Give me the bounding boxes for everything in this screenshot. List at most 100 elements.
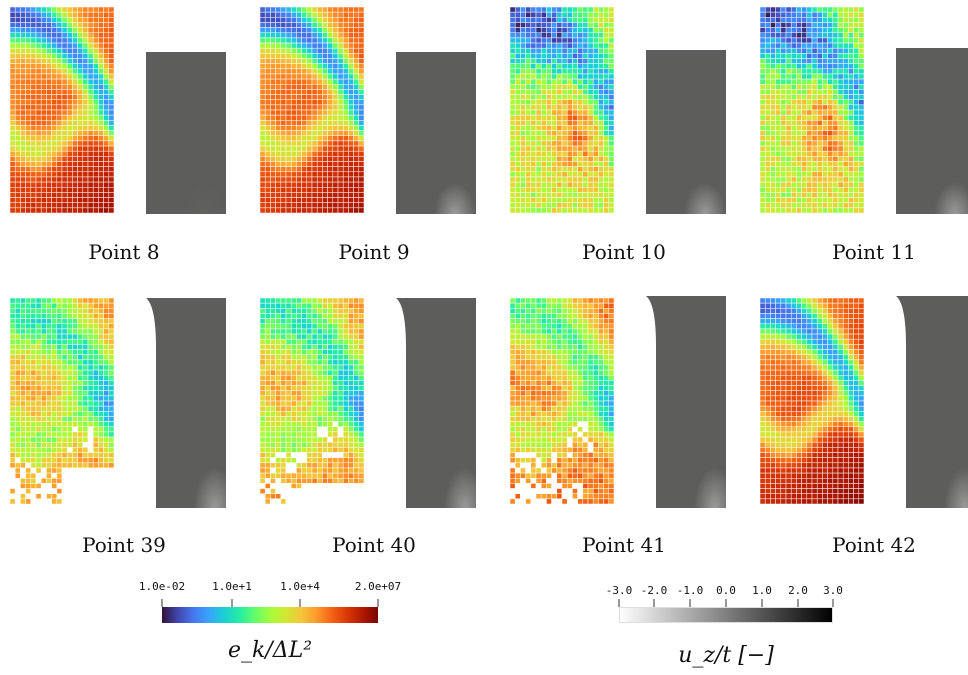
mesh-cell (270, 369, 276, 376)
mesh-cell (306, 125, 313, 131)
mesh-cell (35, 313, 42, 319)
mesh-cell (348, 467, 354, 474)
mesh-cell (337, 187, 344, 193)
mesh-cell (77, 171, 84, 178)
mesh-cell (796, 27, 802, 34)
mesh-cell (30, 58, 37, 64)
mesh-cell (20, 7, 26, 13)
mesh-cell (77, 416, 84, 422)
mesh-cell (56, 400, 63, 407)
mesh-cell (290, 140, 297, 147)
mesh-cell (327, 104, 334, 111)
mesh-cell (280, 483, 287, 489)
mesh-cell (332, 176, 339, 183)
mesh-cell (10, 313, 16, 319)
mesh-cell (775, 7, 782, 13)
mesh-cell (280, 380, 287, 386)
mesh-cell (61, 207, 68, 213)
mesh-cell (764, 109, 771, 116)
mesh-cell (535, 176, 542, 183)
mesh-cell (270, 385, 276, 391)
mesh-cell (306, 359, 313, 366)
mesh-cell (561, 109, 568, 116)
mesh-cell (290, 109, 297, 116)
mesh-cell (525, 145, 532, 152)
mesh-cell (358, 130, 364, 136)
mesh-cell (342, 120, 349, 126)
mesh-cell (290, 58, 297, 64)
mesh-cell (598, 73, 604, 80)
mesh-cell (556, 328, 563, 335)
mesh-cell (358, 17, 364, 23)
mesh-cell (61, 452, 68, 458)
mesh-cell (296, 58, 302, 64)
mesh-cell (561, 150, 568, 157)
mesh-cell (103, 114, 110, 121)
mesh-cell (290, 421, 297, 427)
mesh-cell (61, 333, 68, 340)
mesh-cell (20, 99, 26, 106)
mesh-cell (30, 120, 37, 126)
mesh-cell (848, 37, 854, 44)
mesh-cell (348, 89, 354, 95)
mesh-cell (20, 109, 26, 116)
mesh-cell (10, 318, 16, 325)
mesh-cell (306, 364, 313, 371)
mesh-cell (264, 385, 271, 391)
mesh-cell (358, 416, 364, 422)
mesh-cell (551, 145, 558, 152)
mesh-cell (20, 333, 26, 340)
mesh-cell (801, 73, 808, 80)
mesh-cell (40, 390, 47, 397)
mesh-cell (353, 467, 360, 474)
mesh-cell (608, 73, 614, 80)
mesh-cell (332, 452, 339, 458)
mesh-cell (98, 161, 104, 167)
mesh-cell (837, 161, 844, 167)
mesh-cell (811, 114, 818, 121)
mesh-cell (822, 125, 828, 131)
mesh-cell (561, 187, 568, 193)
mesh-cell (46, 441, 52, 448)
error-mesh-point-11 (760, 7, 864, 213)
mesh-cell (327, 89, 334, 95)
mesh-cell (275, 161, 282, 167)
mesh-cell (848, 63, 854, 70)
mesh-cell (51, 400, 58, 407)
mesh-cell (551, 156, 558, 162)
mesh-cell (92, 125, 99, 131)
mesh-cell (530, 171, 537, 178)
mesh-cell (551, 27, 558, 34)
mesh-cell (530, 187, 537, 193)
mesh-cell (301, 457, 308, 464)
mesh-cell (348, 431, 354, 438)
mesh-cell (764, 94, 771, 100)
mesh-cell (108, 457, 114, 464)
mesh-cell (358, 161, 364, 167)
mesh-cell (530, 308, 537, 314)
mesh-cell (760, 27, 766, 34)
mesh-cell (837, 11, 844, 18)
mesh-cell (577, 192, 584, 198)
mesh-cell (275, 125, 282, 131)
mesh-cell (77, 467, 84, 474)
mesh-cell (285, 380, 292, 386)
mesh-cell (316, 42, 323, 49)
mesh-cell (785, 166, 792, 173)
mesh-cell (77, 130, 84, 136)
mesh-cell (311, 488, 318, 494)
mesh-cell (806, 181, 813, 188)
mesh-cell (61, 125, 68, 131)
mesh-cell (327, 421, 334, 427)
mesh-cell (342, 156, 349, 162)
mesh-cell (566, 176, 573, 183)
mesh-cell (20, 498, 26, 504)
mesh-cell (108, 416, 114, 422)
mesh-cell (358, 313, 364, 319)
mesh-cell (592, 150, 599, 157)
mesh-cell (577, 47, 584, 54)
mesh-cell (348, 94, 354, 100)
mesh-cell (35, 302, 42, 309)
mesh-cell (25, 53, 32, 59)
mesh-cell (46, 17, 52, 23)
